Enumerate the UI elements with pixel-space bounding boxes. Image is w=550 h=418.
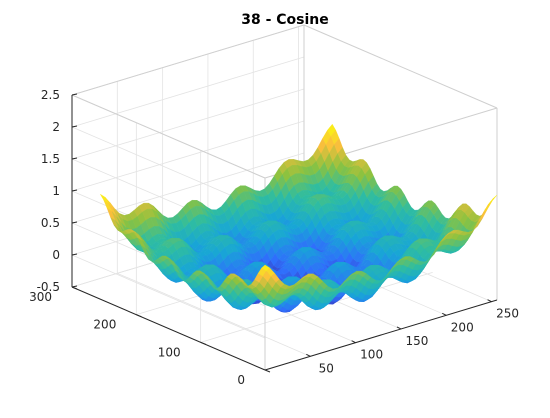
grid-line [71,88,305,160]
x-tick-label: 150 [405,334,428,348]
y-tick-label: 0 [237,373,245,387]
x-tick-mark [351,340,356,344]
surface-patch [483,200,493,213]
y-tick-mark [136,314,142,318]
z-tick-label: 1.5 [41,152,60,166]
grid-line [71,120,305,192]
box-edge [71,94,266,179]
z-tick-label: 1 [52,184,60,198]
x-tick-mark [396,326,402,330]
x-tick-mark [487,299,492,303]
y-tick-mark [264,369,271,373]
y-tick-label: 300 [29,290,52,304]
z-tick-label: 0 [52,248,60,262]
surface-plot [100,123,498,313]
z-tick-label: 2.5 [41,88,60,102]
z-tick-mark [71,93,78,96]
box-edge [303,24,498,109]
grid-line [71,254,266,339]
y-tick-mark [200,341,206,345]
chart-title: 38 - Cosine [241,12,329,28]
z-tick-mark [71,125,78,128]
y-tick-label: 200 [93,318,116,332]
z-tick-mark [71,285,78,288]
z-tick-mark [71,189,78,192]
z-tick-label: 0.5 [41,216,60,230]
box-edge [71,24,305,96]
x-tick-mark [306,353,311,357]
grid-line [117,272,311,357]
x-axis-line [264,299,498,371]
x-tick-mark [442,312,447,316]
z-tick-label: -0.5 [37,280,60,294]
x-tick-label: 200 [451,320,474,334]
z-tick-mark [71,157,78,160]
z-tick-label: 2 [52,120,60,134]
z-tick-mark [71,253,78,256]
tick-labels: 50 100 150 200 250 0 100 200 300-0.5 0 0.5 1 1.5 2 2.5 [29,88,519,387]
z-tick-mark [71,221,78,224]
y-tick-label: 100 [158,345,181,359]
grid-line [71,56,305,128]
x-tick-label: 50 [319,361,334,375]
surface-patch [488,194,498,205]
x-tick-label: 250 [496,307,519,321]
x-tick-label: 100 [360,348,383,362]
surface-patch [478,209,488,222]
y-axis-line [71,286,266,371]
